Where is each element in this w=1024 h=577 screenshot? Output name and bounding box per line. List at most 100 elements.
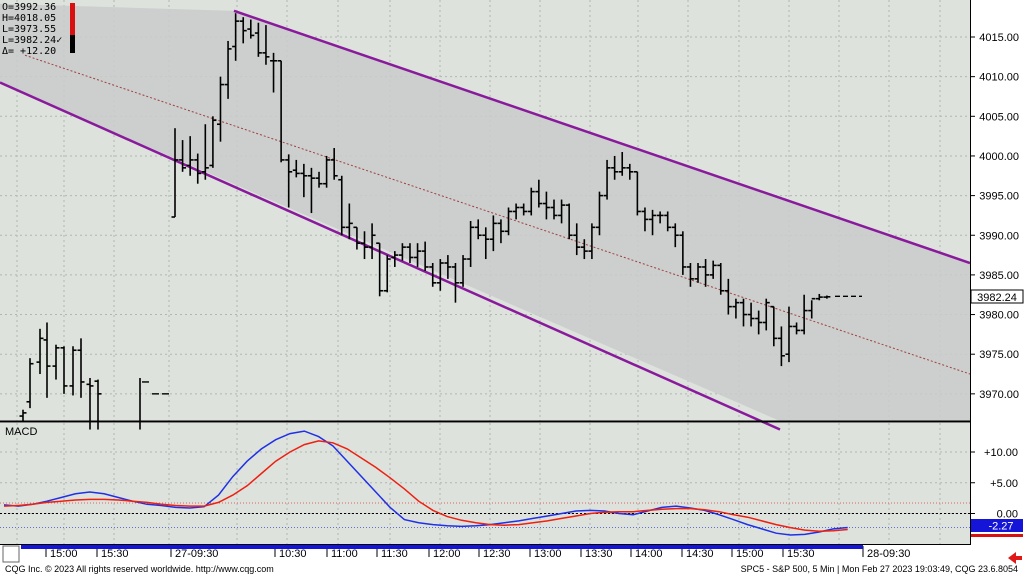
- scroll-right-arrow-icon[interactable]: [1008, 552, 1022, 564]
- footer-bar: CQG Inc. © 2023 All rights reserved worl…: [5, 564, 1018, 574]
- ohlc-bar-44: [429, 263, 437, 287]
- time-axis-label-1: 15:30: [101, 548, 129, 560]
- ohlc-bar-43: [421, 241, 429, 271]
- ohlc-bar-74: [656, 211, 664, 224]
- price-axis-label-6: 3985.00: [979, 270, 1019, 282]
- price-axis-labels: 4015.00 4010.00 4005.00 4000.00 3995.00 3990.…: [970, 32, 1019, 521]
- price-bars: [19, 13, 862, 430]
- price-axis-label-2: 4005.00: [979, 111, 1019, 123]
- high-value: H=4018.05: [2, 13, 57, 24]
- ohlc-bar-35: [361, 231, 368, 260]
- ohlc-bar-17: [224, 40, 232, 99]
- delta-value: Δ= +12.20: [2, 46, 57, 57]
- ohlc-bar-13: [194, 153, 202, 184]
- ohlc-bar-7: [77, 338, 85, 398]
- ohlc-bar-20: [247, 19, 255, 39]
- ohlc-bar-77: [679, 231, 687, 275]
- time-scrollbar[interactable]: [21, 545, 863, 549]
- macd-axis-label-1: +5.00: [990, 478, 1018, 490]
- scroll-box[interactable]: [2, 545, 20, 563]
- macd-series-0: [3, 430, 848, 536]
- ohlc-bar-46: [444, 255, 452, 279]
- ohlc-bar-73: [649, 209, 657, 236]
- ohlc-bar-80: [702, 259, 710, 287]
- ohlc-bar-18: [232, 13, 240, 61]
- ohlc-bar-42: [414, 243, 422, 267]
- ohlc-bar-81: [709, 260, 717, 279]
- ohlc-bar-10: [171, 128, 179, 218]
- time-axis-label-11: 14:30: [686, 548, 714, 560]
- time-axis-label-13: 15:30: [787, 548, 815, 560]
- ohlc-bar-52: [489, 215, 497, 252]
- ohlc-bar-6: [69, 346, 77, 396]
- open-value: O=3992.36: [2, 2, 57, 13]
- time-axis-label-0: 15:00: [50, 548, 78, 560]
- ohlc-bar-0: [19, 409, 27, 422]
- ohlc-bar-90: [777, 326, 785, 367]
- ohlc-bar-25: [285, 154, 293, 208]
- macd-value-tag: -2.27: [971, 519, 1023, 533]
- ohlc-bar-32: [338, 175, 346, 236]
- ohlc-bar-59: [542, 191, 550, 220]
- ohlc-bar-71: [633, 171, 641, 216]
- ohlc-bar-56: [520, 203, 528, 216]
- ohlc-bar-2: [36, 328, 44, 375]
- ohlc-bar-50: [474, 219, 482, 240]
- ohlc-bar-65: [588, 223, 596, 260]
- price-axis-label-3: 4000.00: [979, 151, 1019, 163]
- ohlc-bar-40: [398, 243, 406, 261]
- ohlc-bar-75: [664, 211, 672, 232]
- ohlc-bar-4: [52, 344, 60, 380]
- footer-copyright: CQG Inc. © 2023 All rights reserved worl…: [5, 564, 274, 574]
- time-axis-labels: 15:00 15:30 27-09:30 10:30 11:00 11:30 12:00 12…: [45, 546, 910, 560]
- ohlc-bar-26: [292, 159, 300, 178]
- time-axis-label-10: 14:00: [635, 548, 663, 560]
- time-axis-label-12: 15:00: [736, 548, 764, 560]
- price-axis-label-7: 3980.00: [979, 310, 1019, 322]
- ohlc-bar-45: [436, 259, 444, 291]
- right-axis-bg: [970, 0, 1024, 545]
- macd-value-label: -2.27: [988, 521, 1013, 533]
- time-axis-label-2: 27-09:30: [175, 548, 218, 560]
- regression-channel: [0, 3, 971, 431]
- price-axis-label-0: 4015.00: [979, 32, 1019, 44]
- ohlc-bar-53: [497, 219, 505, 244]
- macd-red-marker: [971, 534, 1023, 537]
- ohlc-bar-67: [603, 159, 611, 200]
- ohlc-bar-39: [391, 251, 399, 267]
- ohlc-bar-5: [60, 346, 68, 394]
- ohlc-bar-66: [595, 191, 603, 236]
- ohlc-bar-62: [565, 203, 573, 240]
- ohlc-bar-30: [323, 155, 331, 188]
- ohlc-bar-83: [724, 278, 732, 315]
- last-value: L=3982.24: [2, 35, 57, 46]
- ohlc-bar-95: [815, 293, 823, 301]
- ohlc-bar-47: [451, 263, 459, 303]
- ohlc-bar-29: [315, 171, 323, 188]
- channel-lower-line: [0, 81, 781, 431]
- price-axis-label-9: 3970.00: [979, 389, 1019, 401]
- ohlc-readout: O=3992.36 H=4018.05 L=3973.55 L=3982.24✓…: [2, 2, 62, 57]
- ohlc-bar-86: [747, 302, 755, 327]
- footer-info: SPC5 - S&P 500, 5 Min | Mon Feb 27 2023 …: [741, 564, 1018, 574]
- time-axis-label-7: 12:30: [483, 548, 511, 560]
- ohlc-bar-15: [209, 116, 217, 168]
- macd-axis-label-2: 0.00: [997, 509, 1018, 521]
- ohlc-bar-94: [808, 297, 816, 319]
- time-axis-label-5: 11:30: [381, 548, 408, 560]
- ohlc-bar-57: [527, 187, 535, 216]
- ohlc-bar-21: [254, 22, 262, 57]
- ohlc-bar-19: [239, 17, 247, 44]
- ohlc-bar-84: [732, 298, 740, 319]
- ohlc-bar-1: [26, 358, 34, 409]
- ohlc-bar-87: [755, 310, 763, 335]
- ohlc-bar-82: [717, 263, 725, 295]
- ohlc-bar-51: [482, 227, 490, 260]
- ohlc-bar-37: [376, 242, 384, 297]
- ohlc-bar-34: [353, 226, 361, 250]
- ohlc-bar-41: [406, 243, 414, 264]
- ohlc-level-bar-red: [70, 3, 75, 35]
- channel-fill: [0, 3, 970, 421]
- ohlc-bar-60: [550, 199, 558, 220]
- ohlc-bar-76: [671, 223, 679, 248]
